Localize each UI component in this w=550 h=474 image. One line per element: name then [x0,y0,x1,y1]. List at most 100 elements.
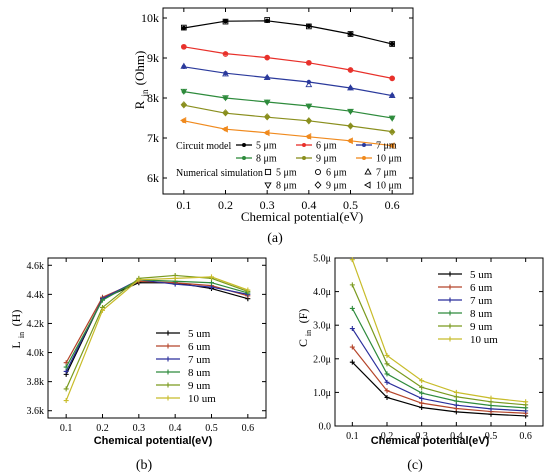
panel-b-legend-marker [165,343,171,349]
panel-a-simulation-point [180,62,188,69]
panel-a-simulation-point [389,41,396,47]
legend-circuit-dot [302,143,306,147]
panel-b-x-tick-label: 0.3 [133,423,146,434]
panel-b-legend-label: 9 um [188,380,211,392]
panel-b-y-tick-label: 4.6k [27,261,45,272]
panel-c-data-point [384,379,390,385]
panel-c-data-point [384,361,390,367]
panel-a-simulation-point [347,122,354,130]
panel-a-circuit-point [348,67,353,73]
panel-a-simulation-point [388,128,396,136]
panel-a-x-tick-label: 0.4 [301,198,316,212]
legend-circuit-label: 6 μm [316,141,337,152]
panel-b-series-line [65,279,248,372]
panel-b-plot-frame [47,257,267,419]
panel-c-x-tick-label: 0.5 [485,431,498,442]
panel-a-y-tick-label: 6k [147,171,159,185]
panel-a-y-tick-label: 10k [141,11,159,25]
panel-b-data-point [209,284,214,290]
panel-c-series-line [351,284,526,406]
panel-a-simulation-point [388,91,396,98]
legend-circuit-dot [362,156,366,160]
panel-a-simulation-point [388,115,396,122]
legend-circuit-dot [302,156,306,160]
panel-b-data-point [63,360,69,366]
panel-c-legend-marker [447,310,453,316]
legend-numerical-label: 10 μm [376,181,402,192]
panel-a-simulation-point [305,80,313,88]
panel-b-data-point [245,287,251,293]
legend-numerical-marker [363,181,371,189]
panel-a-simulation-point [347,84,354,91]
panel-b-data-point [63,386,69,392]
panel-c-series-line [351,361,526,417]
panel-c-series-line [351,328,526,412]
panel-b-series-line [65,274,249,390]
panel-a-circuit-point [348,31,353,37]
panel-c-data-point [384,394,390,400]
panel-c-data-point [349,359,355,365]
panel-c-legend-marker [447,323,453,329]
panel-c-x-tick-label: 0.3 [415,431,428,442]
panel-b-data-point [209,274,214,280]
panel-a-simulation-point [180,88,188,96]
panel-b-y-tick-label: 3.6k [27,406,45,417]
legend-circuit-label: 9 μm [316,154,337,165]
panel-c-series-line [351,308,526,409]
panel-b-xlabel: Chemical potential(eV) [94,435,213,447]
legend-numerical-marker [314,181,322,189]
panel-c-legend-marker [447,284,453,290]
panel-a-series-line [183,46,393,79]
panel-b-y-tick-label: 4.4k [27,290,45,301]
panel-a-simulation-point [222,18,229,25]
panel-a-simulation-point [264,17,271,23]
panel-a-y-tick-label: 8k [147,91,159,105]
panel-b-data-point [100,307,105,313]
panel-c-series-line [351,346,526,414]
panel-c-data-point [384,352,390,358]
panel-b-x-tick-label: 0.4 [169,423,182,434]
legend-numerical-marker [264,168,272,176]
legend-numerical-label: 9 μm [326,181,347,192]
panel-c-y-tick-label: 2.0μ [313,354,331,365]
legend-numerical-marker [364,167,372,175]
panel-c-data-point [488,395,494,401]
panel-a-circuit-point [389,41,395,47]
panel-a-simulation-point [222,109,229,117]
panel-c-label: (c) [407,458,423,473]
legend-circuit-dot [362,143,366,147]
panel-b-y-tick-label: 4.0k [27,348,45,359]
panel-a-x-tick-label: 0.2 [218,198,233,212]
legend-circuit-label: 10 μm [376,154,402,165]
panel-b-y-tick-label: 4.2k [27,319,45,330]
panel-a-simulation-point [180,43,187,50]
panel-c-data-point [419,390,425,396]
panel-c-legend-marker [447,297,453,303]
panel-c-data-point [349,257,355,263]
panel-a-simulation-point [264,54,271,61]
panel-c-legend-label: 10 um [470,334,498,346]
panel-b-legend-label: 6 um [188,341,211,353]
panel-a-x-tick-label: 0.1 [176,198,191,212]
panel-a-simulation-point [305,132,312,140]
panel-c-data-point [523,399,529,405]
panel-c-legend-marker [447,271,453,277]
panel-c-y-tick-label: 4.0μ [313,287,331,298]
panel-c-legend-label: 6 um [470,282,493,294]
panel-b-data-point [136,277,142,283]
panel-c-data-point [349,282,355,288]
panel-b-legend-marker [165,369,171,375]
panel-a-circuit-point [223,51,228,56]
panel-a-simulation-point [347,67,354,73]
panel-c-series-line [351,259,526,403]
panel-a-ylabel-sub: in [140,89,150,97]
panel-a-series-line [183,120,393,147]
panel-b-series-line [65,279,248,368]
panel-a-simulation-point [222,95,229,102]
panel-c-data-point [419,400,425,406]
legend-numerical-marker [314,168,322,176]
panel-a-circuit-point [181,25,187,31]
panel-b-x-tick-label: 0.1 [60,423,73,434]
panel-a-circuit-point [223,19,228,24]
panel-a-simulation-point [263,129,270,137]
